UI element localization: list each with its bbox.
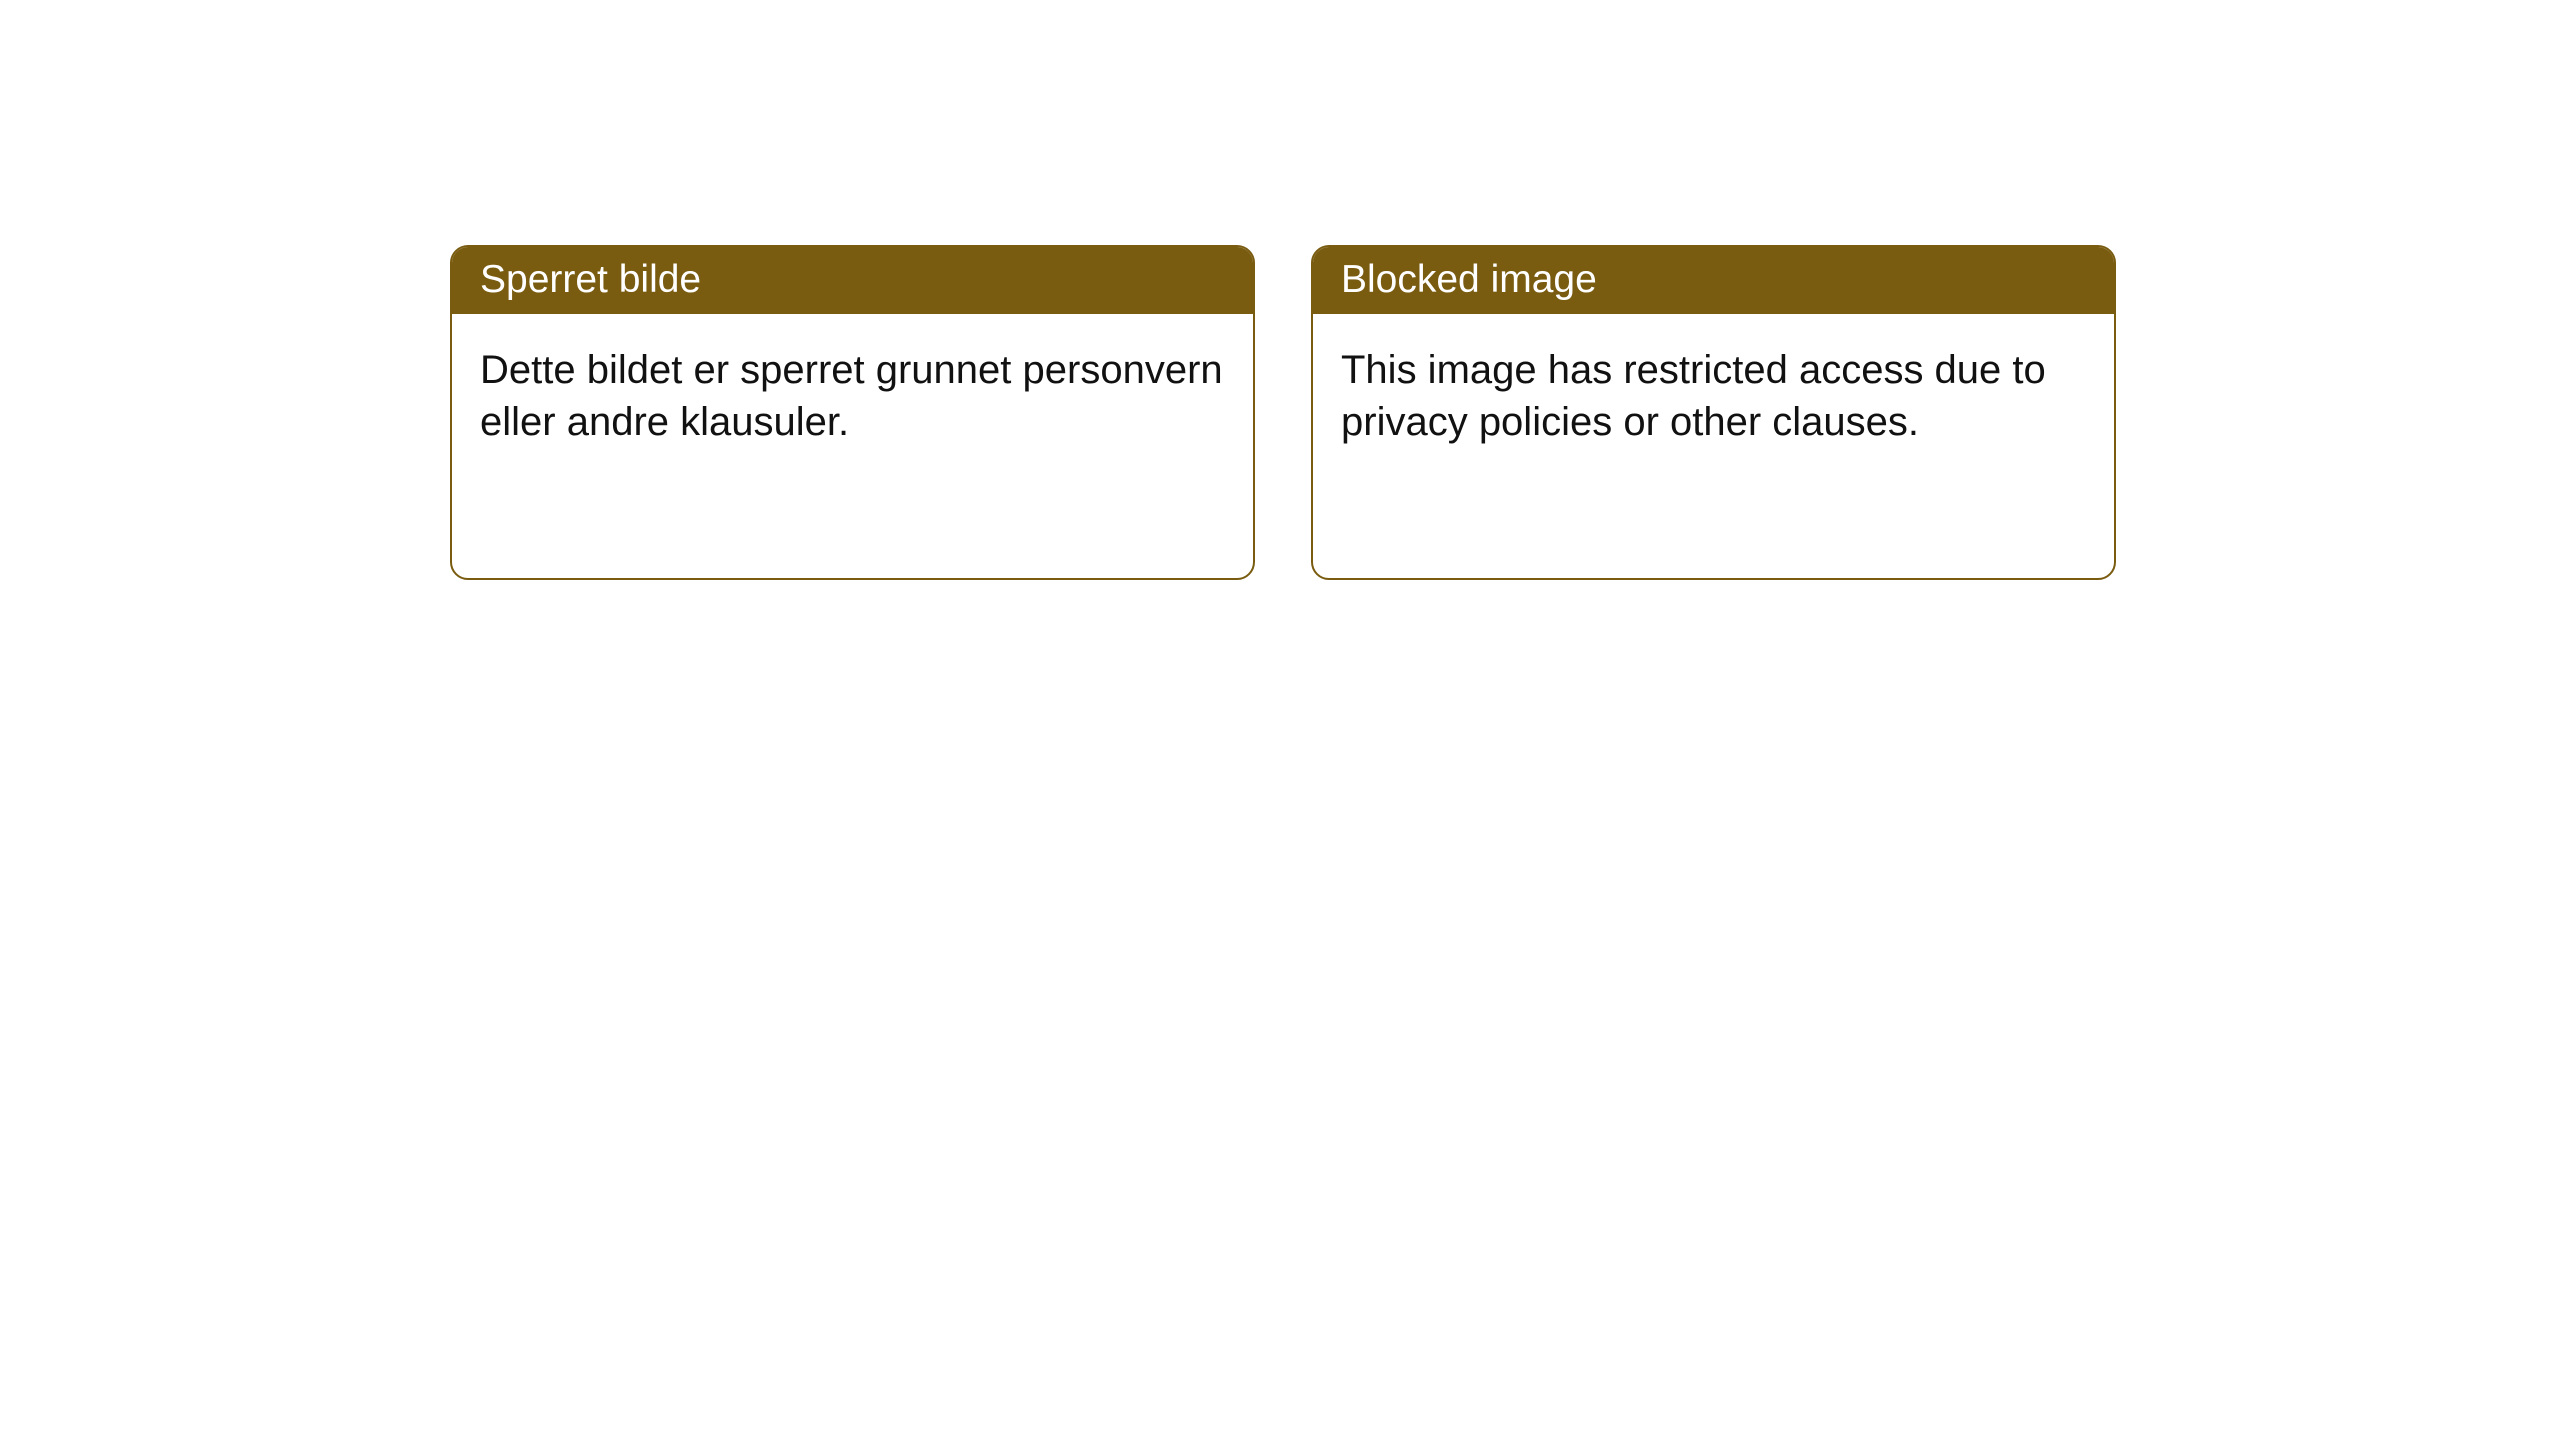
notice-body-norwegian: Dette bildet er sperret grunnet personve…	[452, 314, 1253, 478]
notice-title-english: Blocked image	[1313, 247, 2114, 314]
notice-title-norwegian: Sperret bilde	[452, 247, 1253, 314]
notice-card-english: Blocked image This image has restricted …	[1311, 245, 2116, 580]
notice-card-norwegian: Sperret bilde Dette bildet er sperret gr…	[450, 245, 1255, 580]
notice-container: Sperret bilde Dette bildet er sperret gr…	[0, 0, 2560, 580]
notice-body-english: This image has restricted access due to …	[1313, 314, 2114, 478]
